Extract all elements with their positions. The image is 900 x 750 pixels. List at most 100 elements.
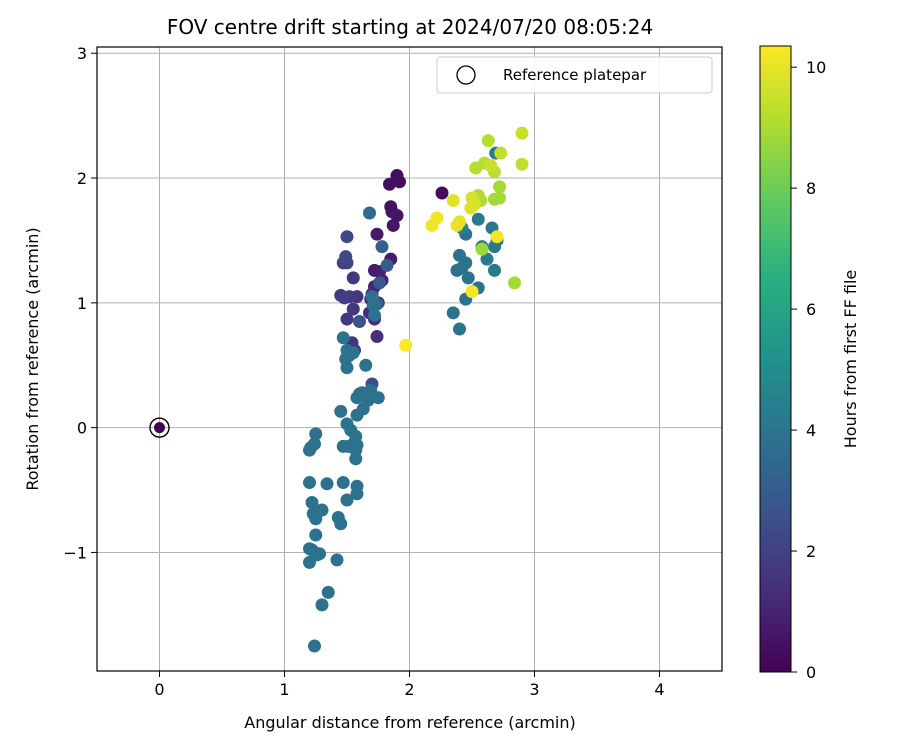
data-point <box>353 315 366 329</box>
data-point <box>435 186 449 200</box>
legend-marker-reference <box>456 65 476 85</box>
data-point <box>370 227 384 241</box>
data-point <box>446 306 460 320</box>
colorbar-label: Hours from first FF file <box>841 270 860 449</box>
data-point <box>334 404 348 418</box>
colorbar-tick-label: 2 <box>806 542 816 561</box>
data-point <box>375 240 389 254</box>
data-point <box>494 146 508 160</box>
data-points <box>303 126 529 653</box>
data-point <box>320 477 334 491</box>
data-point <box>490 230 504 244</box>
data-point <box>471 212 485 226</box>
data-point <box>386 218 400 232</box>
data-point <box>488 263 501 277</box>
legend-entry-reference: Reference platepar <box>503 66 647 84</box>
data-point <box>370 330 384 344</box>
data-point <box>464 201 478 215</box>
data-point <box>350 391 364 405</box>
data-point <box>450 218 464 232</box>
x-tick-label: 0 <box>154 680 164 699</box>
data-point <box>308 639 321 653</box>
data-point <box>493 191 506 205</box>
data-point <box>515 126 529 140</box>
data-point <box>340 493 354 507</box>
data-point <box>393 175 406 189</box>
colorbar-tick-label: 8 <box>806 179 816 198</box>
data-point <box>350 438 364 452</box>
grid-lines <box>97 47 722 671</box>
data-point <box>350 408 364 422</box>
reference-ring <box>149 417 170 438</box>
data-point <box>305 496 319 510</box>
y-tick-label: 1 <box>77 294 87 313</box>
data-point <box>390 208 404 222</box>
data-point <box>309 427 323 441</box>
colorbar: 0 2 4 6 8 10 Hours from first FF file <box>759 45 860 682</box>
data-point <box>484 159 498 173</box>
data-point <box>493 180 506 194</box>
y-axis-label: Rotation from reference (arcmin) <box>23 227 42 490</box>
reference-point <box>154 422 165 434</box>
legend-box <box>436 56 713 94</box>
colorbar-tick-label: 6 <box>806 300 816 319</box>
data-point <box>363 206 376 220</box>
data-point <box>339 250 353 264</box>
x-axis-label: Angular distance from reference (arcmin) <box>244 713 575 732</box>
data-point <box>340 312 354 326</box>
y-tick-label: −1 <box>63 543 87 562</box>
data-point <box>304 441 318 455</box>
colorbar-tick-label: 10 <box>806 58 826 77</box>
data-point <box>350 487 364 501</box>
data-point <box>313 547 326 561</box>
y-tick-label: 3 <box>77 44 87 63</box>
data-point <box>461 271 475 285</box>
y-tick-label: 0 <box>77 419 87 438</box>
data-point <box>336 476 350 490</box>
x-tick-label: 4 <box>654 680 664 699</box>
data-point <box>309 528 323 542</box>
legend: Reference platepar <box>436 56 713 94</box>
x-tick-label: 2 <box>404 680 414 699</box>
data-point <box>399 338 413 352</box>
data-point <box>365 290 379 304</box>
data-point <box>481 134 495 148</box>
colorbar-tick-label: 0 <box>806 663 816 682</box>
data-point <box>425 218 439 232</box>
data-point <box>515 157 529 171</box>
x-tick-label: 3 <box>529 680 539 699</box>
data-point <box>453 322 466 336</box>
data-point <box>480 252 494 266</box>
data-point <box>349 452 363 466</box>
y-tick-label: 2 <box>77 169 87 188</box>
data-point <box>373 276 386 290</box>
data-point <box>446 194 460 208</box>
colorbar-ticks: 0 2 4 6 8 10 <box>791 58 826 682</box>
data-point <box>346 302 360 316</box>
data-point <box>469 161 483 175</box>
data-point <box>303 476 316 490</box>
data-point <box>309 512 323 526</box>
data-point <box>330 553 344 567</box>
data-point <box>508 276 521 290</box>
data-point <box>346 271 360 285</box>
data-point <box>368 308 381 322</box>
data-point <box>453 248 466 262</box>
data-point <box>465 285 479 299</box>
data-point <box>303 555 316 569</box>
data-point <box>383 177 396 191</box>
data-point <box>346 346 360 360</box>
colorbar-tick-label: 4 <box>806 421 816 440</box>
y-axis-ticks: −1 0 1 2 3 <box>63 44 97 562</box>
data-point <box>359 358 373 372</box>
x-axis-ticks: 0 1 2 3 4 <box>154 671 665 699</box>
data-point <box>334 517 348 531</box>
data-point <box>336 331 350 345</box>
data-point <box>475 242 489 256</box>
data-point <box>371 391 385 405</box>
colorbar-gradient <box>759 45 792 673</box>
x-tick-label: 1 <box>279 680 289 699</box>
reference-platepar-marker <box>149 417 170 438</box>
data-point <box>380 258 394 272</box>
